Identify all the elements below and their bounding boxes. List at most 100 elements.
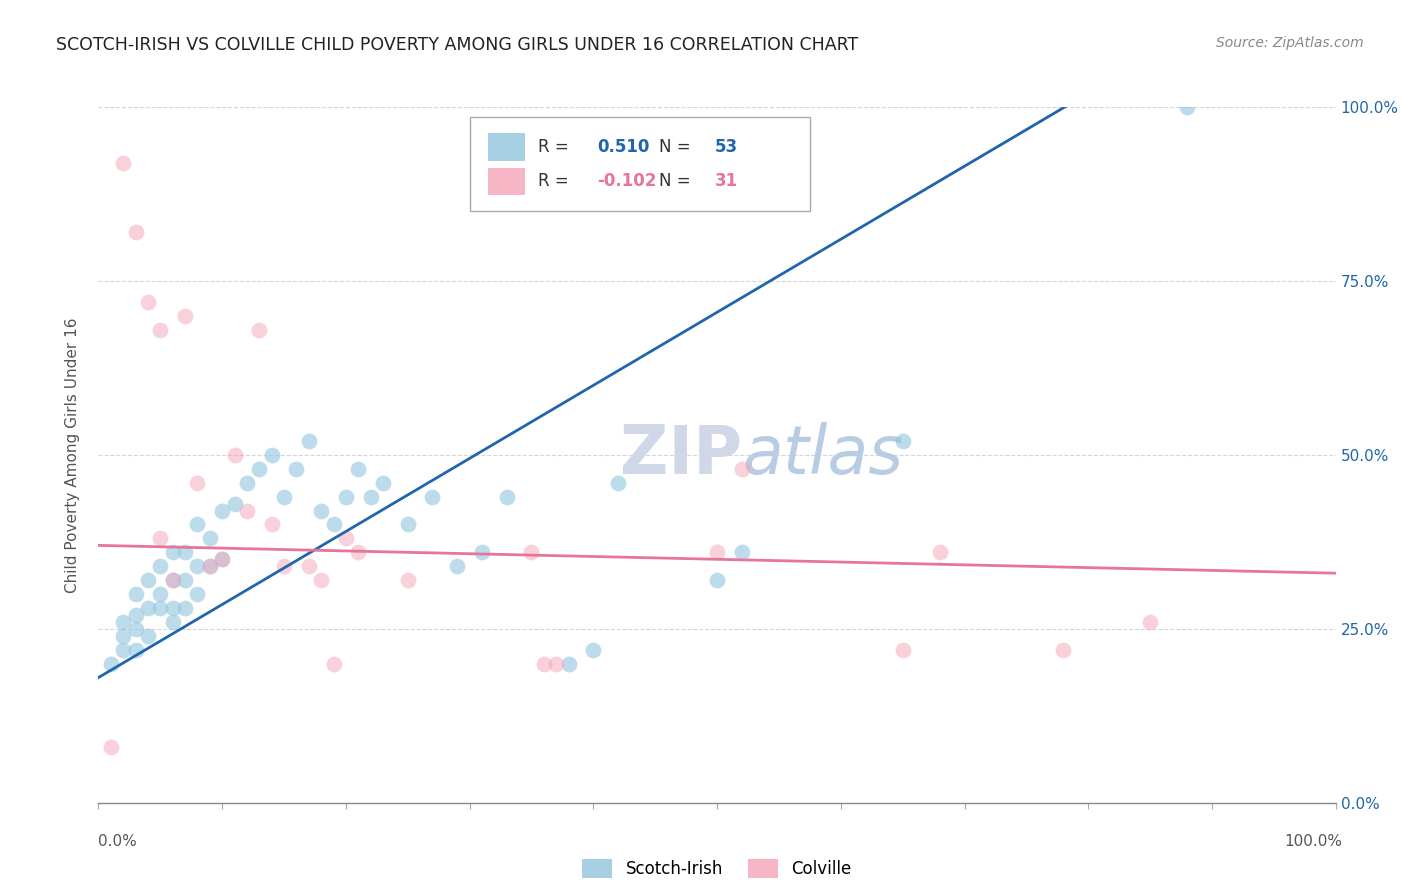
- Point: [396, 573, 419, 587]
- Point: [322, 657, 344, 671]
- Point: [162, 545, 184, 559]
- Point: [112, 629, 135, 643]
- Point: [112, 155, 135, 169]
- FancyBboxPatch shape: [488, 133, 526, 161]
- Point: [186, 587, 208, 601]
- Point: [124, 607, 146, 622]
- Text: 53: 53: [714, 137, 738, 156]
- Point: [211, 503, 233, 517]
- Text: N =: N =: [659, 137, 696, 156]
- Point: [198, 559, 221, 574]
- Point: [495, 490, 517, 504]
- Text: 100.0%: 100.0%: [1285, 834, 1343, 849]
- Text: SCOTCH-IRISH VS COLVILLE CHILD POVERTY AMONG GIRLS UNDER 16 CORRELATION CHART: SCOTCH-IRISH VS COLVILLE CHILD POVERTY A…: [56, 36, 859, 54]
- Point: [112, 615, 135, 629]
- Point: [124, 622, 146, 636]
- Point: [124, 225, 146, 239]
- Point: [706, 573, 728, 587]
- Point: [162, 615, 184, 629]
- Point: [124, 642, 146, 657]
- Point: [236, 475, 259, 490]
- Point: [149, 587, 172, 601]
- Y-axis label: Child Poverty Among Girls Under 16: Child Poverty Among Girls Under 16: [65, 318, 80, 592]
- Point: [211, 552, 233, 566]
- Text: ZIP: ZIP: [620, 422, 742, 488]
- Point: [100, 657, 122, 671]
- Point: [731, 462, 754, 476]
- Text: R =: R =: [537, 137, 574, 156]
- Point: [396, 517, 419, 532]
- Point: [186, 475, 208, 490]
- Point: [149, 601, 172, 615]
- Point: [891, 642, 914, 657]
- Point: [174, 309, 197, 323]
- Point: [322, 517, 344, 532]
- Point: [557, 657, 579, 671]
- Point: [174, 601, 197, 615]
- Point: [260, 448, 283, 462]
- Point: [236, 503, 259, 517]
- Point: [136, 629, 159, 643]
- Point: [347, 545, 370, 559]
- Point: [471, 545, 494, 559]
- Point: [162, 601, 184, 615]
- Point: [891, 434, 914, 448]
- Point: [422, 490, 444, 504]
- Point: [273, 490, 295, 504]
- Point: [162, 573, 184, 587]
- Point: [446, 559, 468, 574]
- Point: [546, 657, 568, 671]
- Point: [198, 559, 221, 574]
- Point: [260, 517, 283, 532]
- Point: [198, 532, 221, 546]
- Point: [360, 490, 382, 504]
- Point: [174, 573, 197, 587]
- Point: [100, 740, 122, 755]
- FancyBboxPatch shape: [470, 118, 810, 211]
- Point: [298, 434, 321, 448]
- Point: [309, 573, 332, 587]
- Point: [533, 657, 555, 671]
- Point: [371, 475, 394, 490]
- Point: [149, 532, 172, 546]
- Text: R =: R =: [537, 172, 574, 191]
- Point: [731, 545, 754, 559]
- Point: [309, 503, 332, 517]
- Text: 31: 31: [714, 172, 738, 191]
- Point: [186, 559, 208, 574]
- Point: [607, 475, 630, 490]
- Point: [285, 462, 308, 476]
- Point: [149, 559, 172, 574]
- Text: N =: N =: [659, 172, 696, 191]
- Point: [582, 642, 605, 657]
- Point: [247, 323, 270, 337]
- Point: [1175, 100, 1198, 114]
- Point: [149, 323, 172, 337]
- Point: [136, 294, 159, 309]
- Point: [224, 448, 246, 462]
- FancyBboxPatch shape: [488, 168, 526, 195]
- Text: Source: ZipAtlas.com: Source: ZipAtlas.com: [1216, 36, 1364, 50]
- Point: [347, 462, 370, 476]
- Text: -0.102: -0.102: [598, 172, 657, 191]
- Point: [520, 545, 543, 559]
- Point: [273, 559, 295, 574]
- Point: [706, 545, 728, 559]
- Legend: Scotch-Irish, Colville: Scotch-Irish, Colville: [575, 853, 859, 885]
- Point: [136, 601, 159, 615]
- Text: 0.0%: 0.0%: [98, 834, 138, 849]
- Text: atlas: atlas: [742, 422, 903, 488]
- Point: [224, 497, 246, 511]
- Point: [211, 552, 233, 566]
- Point: [174, 545, 197, 559]
- Point: [136, 573, 159, 587]
- Point: [298, 559, 321, 574]
- Point: [124, 587, 146, 601]
- Point: [186, 517, 208, 532]
- Point: [928, 545, 950, 559]
- Point: [335, 490, 357, 504]
- Point: [112, 642, 135, 657]
- Text: 0.510: 0.510: [598, 137, 650, 156]
- Point: [335, 532, 357, 546]
- Point: [1139, 615, 1161, 629]
